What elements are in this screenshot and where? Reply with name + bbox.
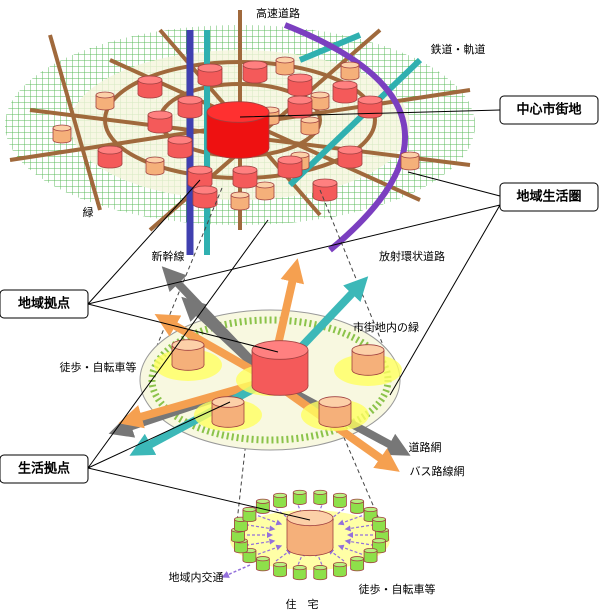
building [187, 165, 213, 189]
regional-hub-detail [108, 258, 411, 472]
building [350, 498, 365, 514]
building [147, 110, 173, 134]
arrow [327, 548, 345, 562]
arrow [246, 524, 276, 532]
building [340, 61, 360, 81]
label: 徒歩・自転車等 [359, 582, 436, 596]
building [310, 91, 330, 111]
label: 市街地内の緑 [353, 320, 419, 334]
building [242, 60, 268, 84]
building [286, 509, 334, 557]
building [313, 489, 328, 505]
label: 高速道路 [256, 6, 300, 20]
building [206, 101, 270, 159]
building [52, 124, 72, 144]
label: バス路線網 [410, 464, 465, 478]
building [197, 63, 223, 87]
arrow [275, 548, 293, 562]
labels: 高速道路 鉄道・軌道 緑 新幹線 放射環状道路 市街地内の緑 徒歩・自転車等 道… [60, 6, 486, 611]
building [300, 116, 320, 136]
building [167, 135, 193, 159]
building [313, 565, 328, 581]
building [273, 561, 287, 578]
building [255, 498, 270, 514]
building [97, 145, 123, 169]
building [351, 344, 385, 376]
building [255, 556, 270, 572]
life-hub-detail [221, 489, 390, 581]
building [357, 95, 383, 119]
building [242, 547, 257, 564]
building [177, 95, 203, 119]
building [350, 556, 365, 572]
expressway [283, 22, 409, 253]
building [318, 396, 352, 428]
building [372, 516, 386, 532]
callout-label: 生活拠点 [18, 461, 70, 477]
building [273, 492, 287, 509]
arrow [275, 508, 293, 522]
building [333, 561, 347, 578]
building [230, 191, 250, 211]
label: 緑 [83, 205, 94, 219]
building [277, 155, 303, 179]
building [292, 565, 307, 581]
building [287, 73, 313, 97]
building [137, 75, 163, 99]
building [312, 178, 338, 202]
building [292, 489, 307, 505]
building [95, 91, 115, 111]
label: 鉄道・軌道 [431, 42, 486, 56]
label: 地域内交通 [169, 570, 224, 584]
urban-map [5, 10, 475, 255]
building [363, 547, 378, 564]
arrow [327, 508, 345, 522]
building [332, 80, 358, 104]
label: 住 宅 [286, 597, 319, 611]
building [337, 145, 363, 169]
callout-label: 中心市街地 [516, 102, 581, 118]
arrow [257, 544, 283, 555]
arrow [221, 564, 251, 578]
building [251, 340, 309, 396]
building [255, 181, 275, 201]
arrow [257, 515, 283, 526]
arrow [337, 544, 363, 555]
building [171, 339, 205, 371]
label: 道路網 [409, 440, 442, 454]
callout-label: 地域拠点 [18, 296, 70, 312]
building [232, 165, 258, 189]
building [211, 396, 245, 428]
arrow [337, 515, 363, 526]
arrow [344, 538, 374, 546]
callouts: 中心市街地 地域生活圏 地域拠点 生活拠点 [0, 95, 599, 484]
arrow [344, 524, 374, 532]
building [145, 156, 165, 176]
building [287, 95, 313, 119]
building [242, 506, 257, 523]
building [333, 492, 347, 509]
label: 放射環状道路 [379, 249, 445, 263]
label: 新幹線 [152, 249, 185, 263]
arrow [246, 538, 276, 546]
callout-label: 地域生活圏 [516, 189, 581, 205]
building [400, 151, 420, 171]
building [275, 56, 295, 76]
building [192, 185, 218, 209]
label: 徒歩・自転車等 [60, 360, 137, 374]
